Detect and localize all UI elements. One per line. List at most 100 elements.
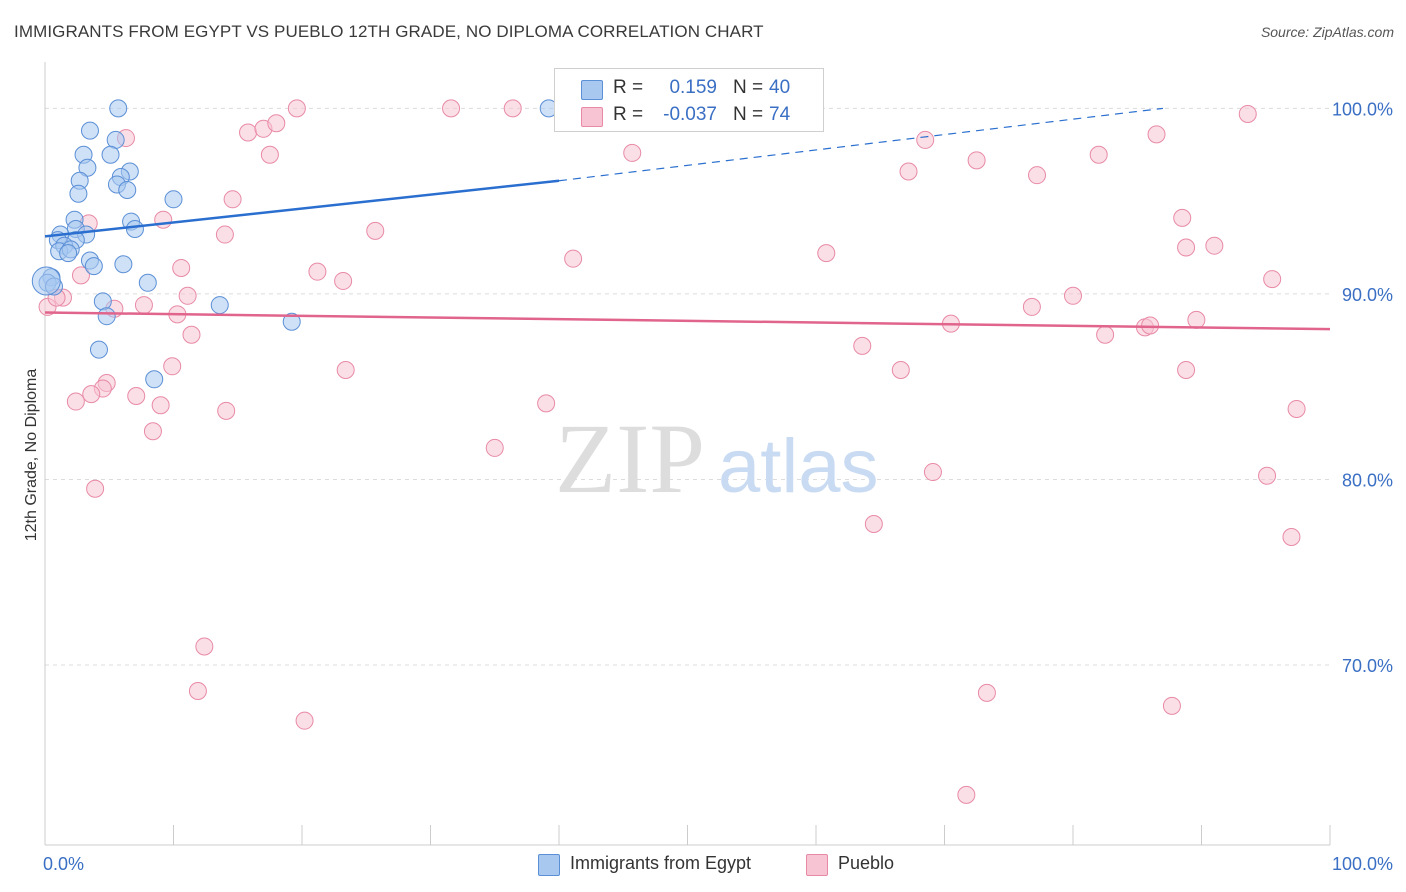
pueblo-point [1287,399,1306,418]
pueblo-point [442,99,461,118]
egypt-point [125,219,144,238]
pueblo-point [1064,286,1082,305]
pueblo-point [864,515,883,534]
egypt-point [164,190,183,209]
egypt-point [31,266,61,296]
pueblo-point [182,325,201,344]
x-tick-label-min: 0.0% [43,854,84,874]
y-axis-title: 12th Grade, No Diploma [23,369,40,542]
egypt-point [80,121,99,140]
legend-r-value: -0.037 [663,104,717,125]
egypt-point [59,244,78,263]
watermark: ZIP atlas [555,403,879,514]
egypt-point [89,340,108,359]
pueblo-point [1263,270,1282,289]
pueblo-point [239,123,258,142]
pueblo-point [957,785,976,804]
chart-title: IMMIGRANTS FROM EGYPT VS PUEBLO 12TH GRA… [14,22,764,41]
pueblo-point [1089,145,1108,164]
pueblo-point [891,361,910,380]
stats-legend: R = 0.159 N = 40 R = -0.037 N = 74 [554,68,824,132]
egypt-trend-extension [558,107,1164,182]
axis-labels: 70.0% 80.0% 90.0% 100.0% 0.0% 100.0% 12th Grad… [23,99,1393,874]
watermark-zip: ZIP [555,403,705,514]
pueblo-point [923,463,942,482]
egypt-point [109,99,128,118]
pueblo-point [178,286,197,305]
egypt-point [118,181,137,200]
legend-r-label: R = [613,104,644,125]
pueblo-point [899,162,918,181]
pueblo-point [1141,316,1160,335]
pueblo-point [287,99,306,118]
pueblo-point [172,258,191,277]
pueblo-point [1205,236,1224,255]
pueblo-point [151,396,170,415]
pueblo-point [1238,104,1257,123]
pueblo-point [217,401,236,420]
trend-lines [44,107,1331,331]
pueblo-point [134,296,153,315]
pueblo-point [260,145,279,164]
egypt-point [97,307,116,326]
egypt-trend-line [44,179,560,238]
pueblo-point [127,386,146,405]
pueblo-point [485,438,504,457]
y-tick-label: 90.0% [1342,285,1393,305]
egypt-points [31,99,558,389]
egypt-point [145,370,164,389]
x-tick-label-max: 100.0% [1332,854,1393,874]
legend-r-value: 0.159 [669,77,717,98]
pueblo-point [1187,310,1206,329]
pueblo-point [537,394,556,413]
legend-label-egypt: Immigrants from Egypt [570,853,752,873]
pueblo-point [163,357,182,376]
pueblo-point [334,271,353,290]
legend-n-value: 40 [769,77,791,98]
pueblo-point [215,225,234,244]
pueblo-point [1177,361,1196,380]
pueblo-point [564,249,583,268]
chart-source: Source: ZipAtlas.com [1260,24,1394,40]
pueblo-point [1258,466,1277,485]
pueblo-point [977,683,996,702]
legend-n-label: N = [733,77,764,98]
legend-label-pueblo: Pueblo [838,853,895,873]
pueblo-point [82,385,101,404]
pueblo-point [308,262,327,281]
axis-layer [44,62,1331,846]
egypt-point [101,145,120,164]
legend-n-value: 74 [769,104,791,125]
pueblo-point [1173,208,1192,227]
pueblo-point [154,210,173,229]
pueblo-point [817,244,836,263]
pueblo-point [86,479,105,498]
pueblo-point [71,266,90,285]
egypt-legend-icon [538,854,560,876]
y-tick-label: 100.0% [1332,99,1393,119]
egypt-point [138,273,157,292]
pueblo-point [195,637,214,656]
pueblo-point [916,130,935,149]
pueblo-point [1028,166,1047,185]
pueblo-point [1162,696,1181,715]
grid-layer [45,107,1330,666]
pueblo-point [503,99,522,118]
y-tick-label: 80.0% [1342,470,1393,490]
pueblo-point [366,221,385,240]
egypt-point [210,296,229,315]
watermark-atlas: atlas [718,424,879,509]
pueblo-trend-line [44,311,1331,331]
pueblo-point [223,190,242,209]
pueblo-point [1282,527,1301,546]
pueblo-legend-icon [806,854,828,876]
pueblo-point [1177,238,1196,257]
pueblo-point [967,151,986,170]
pueblo-point [143,422,162,441]
pueblo-point [336,361,355,380]
egypt-point [282,312,301,331]
pueblo-point [623,143,642,162]
pueblo-point [267,114,286,133]
pueblo-point [853,336,872,355]
